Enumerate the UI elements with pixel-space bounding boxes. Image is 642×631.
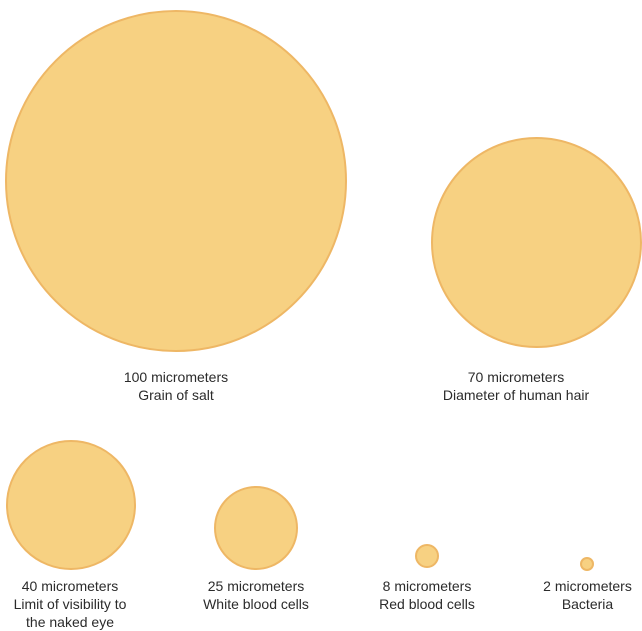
bacteria-label: 2 micrometers Bacteria — [515, 577, 642, 613]
bacteria-size: 2 micrometers — [543, 578, 632, 594]
naked-eye-caption-line1: Limit of visibility to — [13, 596, 127, 612]
grain-of-salt-label: 100 micrometers Grain of salt — [76, 368, 276, 404]
bacteria-caption: Bacteria — [561, 596, 614, 612]
human-hair-size: 70 micrometers — [467, 369, 565, 385]
red-blood-cell-circle — [415, 544, 439, 568]
red-blood-cell-caption: Red blood cells — [379, 596, 475, 612]
grain-of-salt-caption: Grain of salt — [138, 387, 214, 403]
naked-eye-label: 40 micrometers Limit of visibility to th… — [0, 577, 140, 631]
white-blood-cell-size: 25 micrometers — [207, 578, 305, 594]
human-hair-caption: Diameter of human hair — [442, 387, 590, 403]
bacteria-circle — [580, 557, 594, 571]
white-blood-cell-circle — [214, 486, 298, 570]
human-hair-circle — [431, 137, 642, 348]
red-blood-cell-size: 8 micrometers — [382, 578, 472, 594]
white-blood-cell-caption: White blood cells — [203, 596, 309, 612]
red-blood-cell-label: 8 micrometers Red blood cells — [352, 577, 502, 613]
human-hair-label: 70 micrometers Diameter of human hair — [396, 368, 636, 404]
naked-eye-limit-circle — [6, 440, 136, 570]
grain-of-salt-circle — [5, 10, 347, 352]
naked-eye-caption-line2: the naked eye — [26, 614, 114, 630]
grain-of-salt-size: 100 micrometers — [123, 369, 229, 385]
white-blood-cell-label: 25 micrometers White blood cells — [176, 577, 336, 613]
naked-eye-size: 40 micrometers — [21, 578, 119, 594]
